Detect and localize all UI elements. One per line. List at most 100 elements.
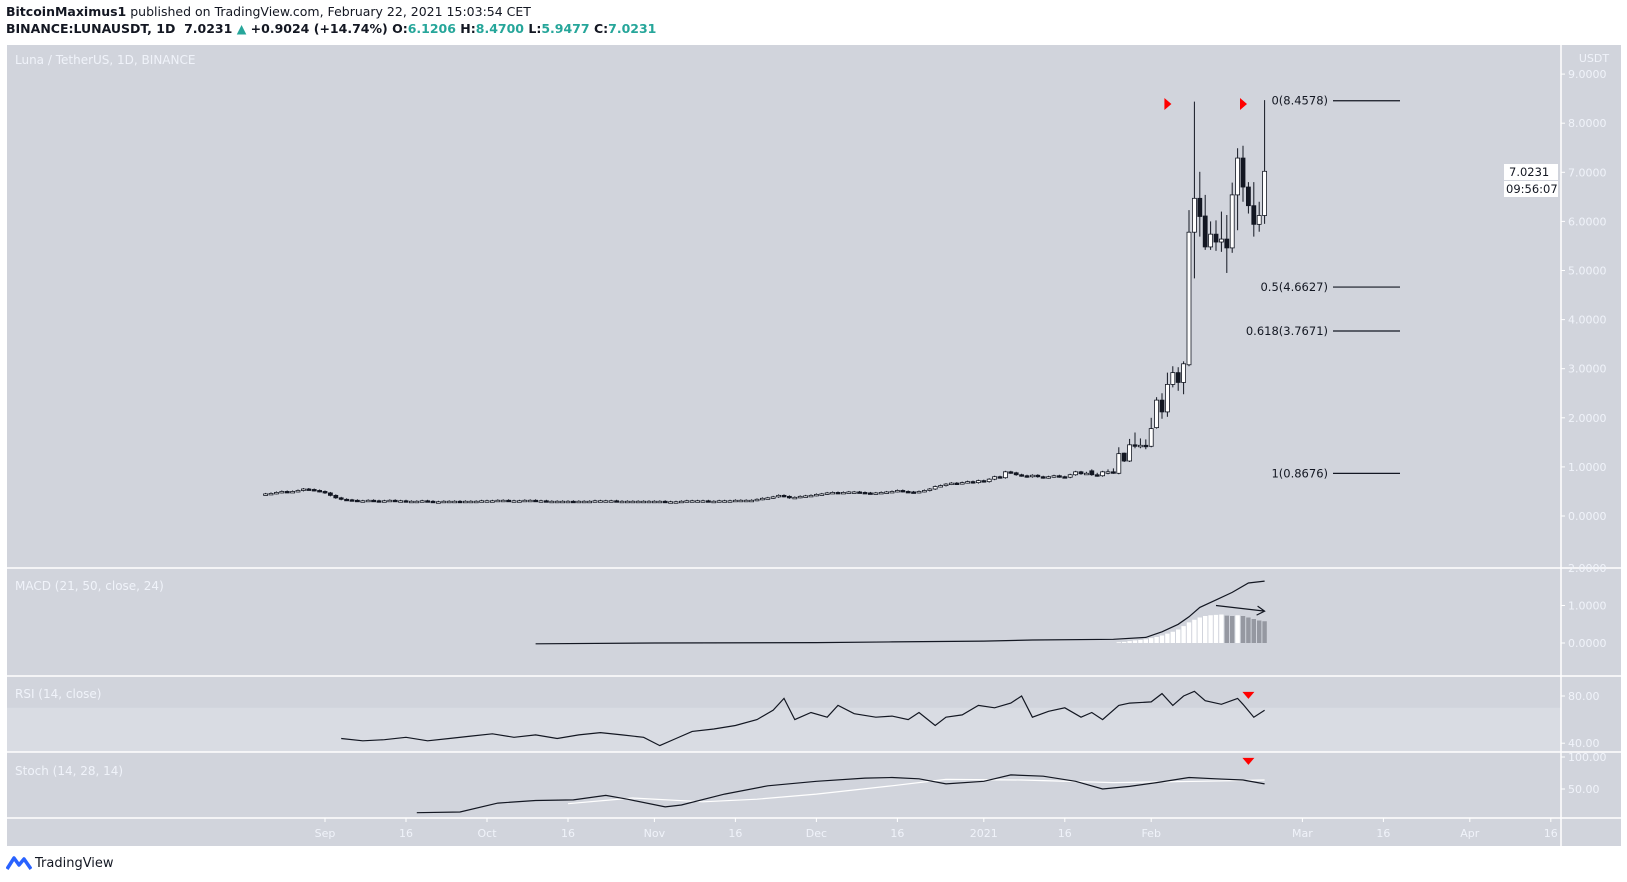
candle[interactable] bbox=[808, 494, 814, 498]
candle[interactable] bbox=[922, 490, 927, 493]
candle[interactable] bbox=[819, 493, 825, 496]
candle[interactable] bbox=[419, 500, 425, 503]
candle[interactable] bbox=[679, 500, 684, 504]
candle[interactable] bbox=[354, 499, 360, 503]
candle[interactable] bbox=[1219, 238, 1224, 243]
candle[interactable] bbox=[484, 500, 490, 503]
candle[interactable] bbox=[1067, 474, 1073, 478]
candle[interactable] bbox=[279, 491, 285, 494]
candle[interactable] bbox=[511, 500, 517, 503]
candle[interactable] bbox=[425, 500, 431, 503]
author-name[interactable]: BitcoinMaximus1 bbox=[6, 4, 127, 19]
candle[interactable] bbox=[306, 488, 312, 491]
candle[interactable] bbox=[727, 500, 733, 503]
candle[interactable] bbox=[360, 500, 366, 503]
candle[interactable] bbox=[1148, 428, 1154, 447]
candle[interactable] bbox=[792, 496, 798, 500]
candle[interactable] bbox=[1197, 197, 1203, 217]
candle[interactable] bbox=[1003, 471, 1008, 479]
candle[interactable] bbox=[327, 492, 333, 496]
candle[interactable] bbox=[1105, 471, 1111, 474]
candle[interactable] bbox=[1181, 363, 1186, 383]
candle[interactable] bbox=[1046, 476, 1051, 479]
triangle-down-marker-icon[interactable] bbox=[1242, 757, 1255, 765]
candle[interactable] bbox=[495, 499, 501, 503]
candle[interactable] bbox=[1111, 471, 1116, 474]
candle[interactable] bbox=[576, 500, 582, 504]
candle[interactable] bbox=[414, 500, 420, 504]
candle[interactable] bbox=[689, 500, 695, 503]
candle[interactable] bbox=[965, 481, 970, 484]
candle[interactable] bbox=[284, 491, 290, 494]
candle[interactable] bbox=[997, 476, 1003, 479]
candle[interactable] bbox=[608, 500, 614, 503]
candle[interactable] bbox=[711, 500, 717, 504]
triangle-down-marker-icon[interactable] bbox=[1242, 691, 1255, 699]
candle[interactable] bbox=[365, 499, 371, 503]
candle[interactable] bbox=[1175, 372, 1181, 383]
candle[interactable] bbox=[1084, 472, 1089, 476]
candle[interactable] bbox=[943, 483, 949, 486]
candle[interactable] bbox=[868, 492, 873, 495]
candle[interactable] bbox=[976, 480, 981, 484]
candle[interactable] bbox=[673, 501, 679, 504]
candle[interactable] bbox=[700, 500, 706, 503]
candle[interactable] bbox=[430, 500, 436, 504]
candle[interactable] bbox=[938, 485, 943, 488]
candle[interactable] bbox=[1138, 444, 1143, 448]
candle[interactable] bbox=[765, 497, 771, 500]
candle[interactable] bbox=[1013, 472, 1019, 476]
candle[interactable] bbox=[743, 499, 749, 503]
candle[interactable] bbox=[1208, 233, 1213, 248]
candle[interactable] bbox=[587, 500, 592, 504]
candle[interactable] bbox=[1192, 197, 1197, 233]
candle[interactable] bbox=[927, 488, 933, 491]
candle[interactable] bbox=[695, 500, 700, 503]
candle[interactable] bbox=[895, 490, 900, 493]
candle[interactable] bbox=[1159, 399, 1165, 413]
candle[interactable] bbox=[376, 500, 382, 503]
candle[interactable] bbox=[770, 496, 776, 499]
candle[interactable] bbox=[857, 491, 862, 494]
candle[interactable] bbox=[290, 491, 296, 494]
candle[interactable] bbox=[841, 492, 846, 495]
candle[interactable] bbox=[889, 491, 895, 494]
candle[interactable] bbox=[398, 500, 404, 503]
candle[interactable] bbox=[733, 499, 738, 503]
candle[interactable] bbox=[738, 499, 744, 503]
candle[interactable] bbox=[273, 492, 279, 495]
candle[interactable] bbox=[749, 499, 754, 503]
candle[interactable] bbox=[1030, 474, 1035, 478]
candle[interactable] bbox=[835, 492, 841, 495]
candle[interactable] bbox=[884, 491, 889, 494]
candle[interactable] bbox=[408, 500, 414, 504]
candle[interactable] bbox=[986, 478, 992, 483]
candle[interactable] bbox=[581, 500, 587, 504]
candle[interactable] bbox=[1165, 384, 1170, 413]
candle[interactable] bbox=[1256, 215, 1262, 225]
candle[interactable] bbox=[452, 500, 458, 504]
candle[interactable] bbox=[1051, 475, 1057, 478]
candle[interactable] bbox=[1019, 474, 1024, 477]
candle[interactable] bbox=[1094, 474, 1100, 477]
candle[interactable] bbox=[970, 481, 976, 484]
candle[interactable] bbox=[344, 498, 350, 502]
candle[interactable] bbox=[1235, 157, 1240, 196]
candle[interactable] bbox=[1224, 238, 1230, 249]
candle[interactable] bbox=[533, 499, 538, 503]
candle[interactable] bbox=[862, 492, 868, 495]
candle[interactable] bbox=[992, 476, 997, 480]
candle[interactable] bbox=[949, 482, 954, 486]
candle[interactable] bbox=[722, 500, 727, 503]
candle[interactable] bbox=[916, 491, 922, 494]
candle[interactable] bbox=[614, 500, 619, 503]
candle[interactable] bbox=[657, 500, 663, 504]
candle[interactable] bbox=[625, 500, 630, 504]
candle[interactable] bbox=[641, 500, 646, 504]
candle[interactable] bbox=[797, 495, 803, 499]
tradingview-logo[interactable]: TradingView bbox=[6, 855, 114, 871]
trend-arrow[interactable] bbox=[1215, 604, 1266, 616]
candle[interactable] bbox=[349, 499, 355, 502]
candle[interactable] bbox=[549, 500, 555, 504]
candle[interactable] bbox=[554, 500, 560, 504]
